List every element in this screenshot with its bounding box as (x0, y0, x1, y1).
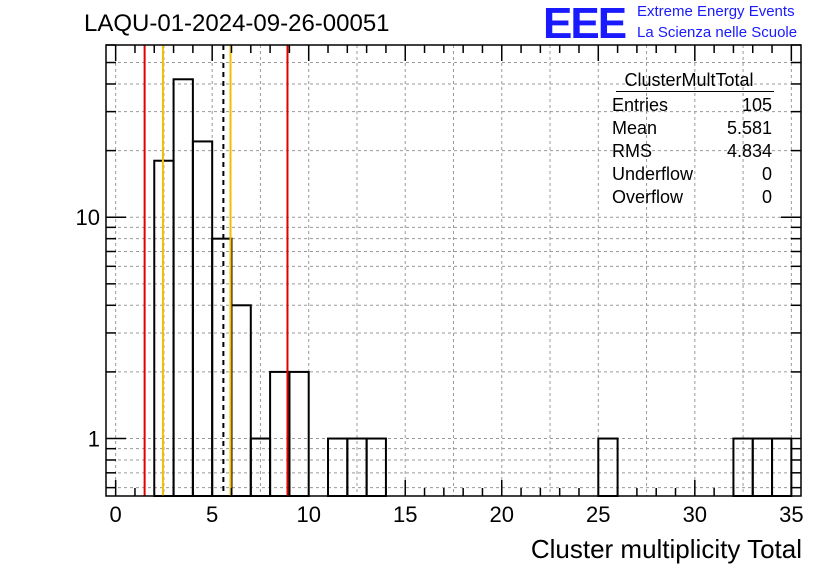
stats-value: 0 (761, 187, 772, 207)
x-tick-label: 25 (586, 502, 610, 527)
y-tick-label: 10 (76, 205, 100, 230)
stats-row-overflow: Overflow 0 (612, 186, 772, 209)
chart-title: LAQU-01-2024-09-26-00051 (84, 10, 390, 37)
histogram-bar (288, 370, 310, 497)
stats-label: Overflow (612, 187, 684, 207)
stats-value: 0 (761, 164, 772, 184)
stats-label: RMS (612, 141, 652, 161)
tick-labels: 0 5 10 15 20 25 30 35 1 10 (76, 205, 804, 527)
histogram-bar (211, 237, 233, 497)
stats-value: 5.581 (726, 118, 772, 138)
histogram-bar (172, 78, 194, 497)
x-tick-label: 30 (683, 502, 707, 527)
x-tick-label: 35 (779, 502, 803, 527)
stats-row-mean: Mean 5.581 (612, 117, 772, 140)
stats-divider (616, 91, 774, 92)
stats-title: ClusterMultTotal (624, 70, 754, 90)
histogram-bar (191, 140, 214, 497)
logo-line-1: Extreme Energy Events (637, 3, 795, 20)
plot-frame (105, 44, 802, 497)
x-axis-label: Cluster multiplicity Total (530, 534, 802, 564)
axes (105, 44, 802, 497)
histogram-bar (597, 437, 619, 498)
stats-label: Underflow (612, 164, 694, 184)
stats-row-entries: Entries 105 (612, 94, 772, 117)
stats-value: 4.834 (726, 141, 772, 161)
x-tick-label: 10 (296, 502, 320, 527)
x-tick-label: 15 (393, 502, 417, 527)
logo-line-2: La Scienza nelle Scuole (637, 24, 798, 41)
x-tick-label: 5 (206, 502, 218, 527)
y-tick-label: 1 (88, 427, 100, 452)
stats-value: 105 (741, 95, 772, 115)
x-tick-label: 0 (110, 502, 122, 527)
x-tick-label: 20 (490, 502, 514, 527)
stats-label: Entries (612, 95, 669, 115)
stats-box: ClusterMultTotal Entries 105 Mean 5.581 … (612, 70, 774, 209)
marker-lines (143, 45, 289, 496)
stats-row-rms: RMS 4.834 (612, 140, 772, 163)
eee-logo: EEE (543, 0, 627, 48)
histogram-bar (230, 304, 252, 498)
stats-row-underflow: Underflow 0 (612, 163, 772, 186)
stats-label: Mean (612, 118, 658, 138)
